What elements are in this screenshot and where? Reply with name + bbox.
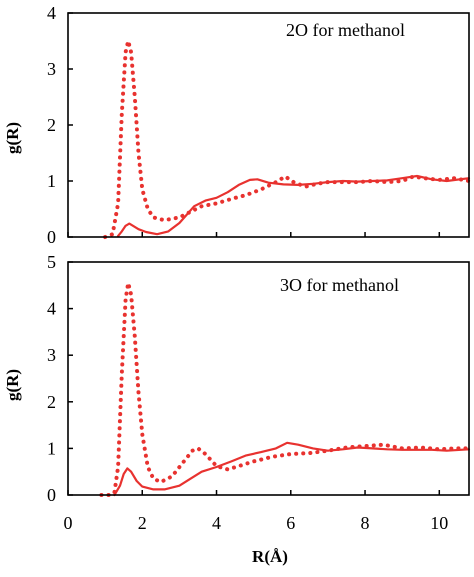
x-axis-title: R(Å) xyxy=(252,547,288,566)
annotation-top: 2O for methanol xyxy=(286,20,405,40)
y-tick-label-top: 2 xyxy=(47,115,56,135)
y-tick-label-top: 0 xyxy=(47,227,56,247)
y-tick-label-bottom: 3 xyxy=(47,345,56,365)
series-dotted-top xyxy=(103,39,471,239)
series-dotted-bottom xyxy=(99,281,471,497)
y-axis-title-top: g(R) xyxy=(3,122,22,154)
panel-bottom: 3O for methanol g(R) R(Å) 0 1 2 3 4 5 0 2 4 6 8 10 xyxy=(3,252,471,566)
x-tick-label: 4 xyxy=(212,513,221,533)
plot-frame-bottom xyxy=(67,261,470,496)
y-tick-label-bottom: 5 xyxy=(47,252,56,272)
panel-top: 2O for methanol g(R) 0 1 2 3 4 xyxy=(3,3,471,247)
x-tick-label: 2 xyxy=(138,513,147,533)
plot-frame-top xyxy=(67,12,470,238)
y-tick-label-bottom: 0 xyxy=(47,485,56,505)
x-tick-label: 0 xyxy=(64,513,73,533)
x-tick-label: 10 xyxy=(430,513,448,533)
y-tick-label-top: 1 xyxy=(47,171,56,191)
series-solid-bottom xyxy=(113,441,471,497)
y-tick-label-top: 4 xyxy=(47,3,56,23)
y-tick-label-bottom: 1 xyxy=(47,438,56,458)
y-tick-label-bottom: 4 xyxy=(47,299,56,319)
y-tick-label-bottom: 2 xyxy=(47,392,56,412)
series-solid-top xyxy=(116,174,471,237)
x-tick-label: 8 xyxy=(361,513,370,533)
annotation-bottom: 3O for methanol xyxy=(280,275,399,295)
x-tick-label: 6 xyxy=(286,513,295,533)
y-tick-label-top: 3 xyxy=(47,59,56,79)
y-axis-title-bottom: g(R) xyxy=(3,369,22,401)
